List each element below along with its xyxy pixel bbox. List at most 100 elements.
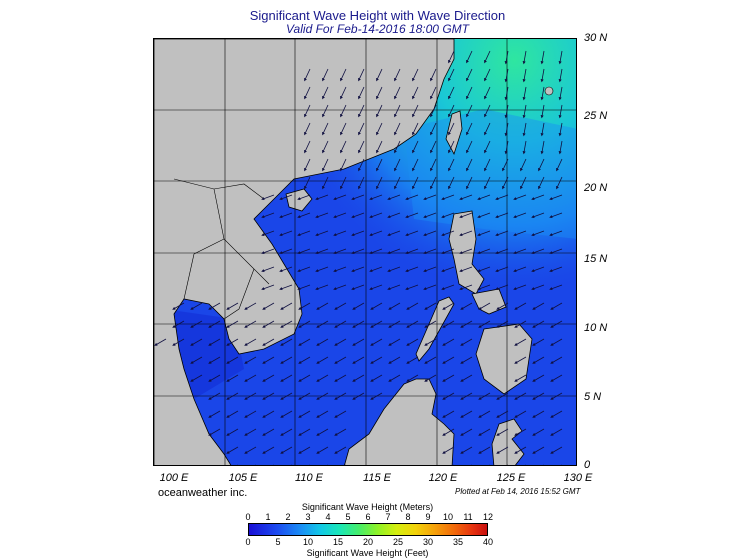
wave-direction-arrow bbox=[513, 284, 527, 291]
wave-direction-arrow bbox=[333, 230, 347, 237]
wave-direction-arrow bbox=[495, 266, 509, 273]
wave-direction-arrow bbox=[208, 392, 221, 400]
wave-direction-arrow bbox=[316, 374, 329, 382]
wave-direction-arrow bbox=[388, 374, 401, 382]
wave-direction-arrow bbox=[507, 464, 508, 465]
legend-meter-tick: 10 bbox=[442, 512, 454, 522]
wave-direction-arrow bbox=[340, 86, 347, 100]
wave-direction-arrow bbox=[532, 338, 545, 346]
wave-direction-arrow bbox=[394, 176, 401, 190]
wave-direction-arrow bbox=[540, 104, 545, 119]
wave-direction-arrow bbox=[358, 68, 365, 82]
wave-direction-arrow bbox=[442, 446, 455, 454]
wave-direction-arrow bbox=[388, 356, 401, 364]
wave-direction-arrow bbox=[370, 392, 383, 400]
wave-direction-arrow bbox=[514, 374, 527, 382]
wave-direction-arrow bbox=[333, 266, 347, 273]
wave-direction-arrow bbox=[334, 302, 347, 310]
wave-direction-arrow bbox=[262, 356, 275, 364]
wave-direction-arrow bbox=[442, 356, 455, 364]
wave-direction-arrow bbox=[513, 212, 527, 219]
wave-direction-arrow bbox=[351, 266, 365, 273]
wave-direction-arrow bbox=[394, 68, 401, 82]
wave-direction-arrow bbox=[460, 410, 473, 418]
wave-direction-arrow bbox=[442, 302, 455, 310]
wave-direction-arrow bbox=[424, 320, 437, 328]
wave-direction-arrow bbox=[405, 212, 419, 219]
wave-direction-arrow bbox=[352, 356, 365, 364]
wave-direction-arrow bbox=[334, 320, 347, 328]
wave-direction-arrow bbox=[273, 464, 274, 465]
wave-direction-arrow bbox=[522, 122, 527, 137]
wave-direction-arrow bbox=[358, 86, 365, 100]
map-subtitle: Valid For Feb-14-2016 18:00 GMT bbox=[286, 22, 469, 36]
legend-feet-tick: 15 bbox=[332, 537, 344, 547]
legend-feet-tick: 35 bbox=[452, 537, 464, 547]
legend-meter-tick: 11 bbox=[463, 512, 473, 522]
wave-direction-arrow bbox=[298, 302, 311, 310]
wave-direction-arrow bbox=[262, 320, 275, 328]
wave-direction-arrow bbox=[532, 356, 545, 364]
wave-direction-arrow bbox=[522, 140, 527, 155]
legend-meter-tick: 4 bbox=[325, 512, 331, 522]
wave-direction-arrow bbox=[262, 302, 275, 310]
wave-direction-arrow bbox=[495, 230, 509, 237]
wave-direction-arrow bbox=[477, 266, 491, 273]
wave-direction-arrow bbox=[370, 320, 383, 328]
wave-direction-arrow bbox=[514, 410, 527, 418]
wave-direction-arrow bbox=[540, 122, 545, 137]
x-tick-label: 130 E bbox=[563, 472, 593, 484]
wave-direction-arrow bbox=[460, 302, 473, 310]
wave-direction-arrow bbox=[423, 284, 437, 291]
wave-direction-arrow bbox=[532, 446, 545, 454]
wave-direction-arrow bbox=[255, 464, 256, 465]
wave-direction-arrow bbox=[244, 320, 257, 328]
wave-direction-arrow bbox=[412, 86, 419, 100]
legend-meter-tick: 0 bbox=[245, 512, 251, 522]
wave-direction-arrow bbox=[376, 176, 383, 190]
wave-direction-arrow bbox=[549, 194, 563, 201]
wave-direction-arrow bbox=[522, 86, 527, 101]
wave-direction-arrow bbox=[340, 140, 347, 154]
wave-direction-arrow bbox=[484, 140, 491, 154]
wave-direction-arrow bbox=[315, 266, 329, 273]
wave-direction-arrow bbox=[172, 338, 185, 346]
wave-direction-arrow bbox=[376, 140, 383, 154]
wave-direction-arrow bbox=[280, 320, 293, 328]
wave-direction-arrow bbox=[352, 320, 365, 328]
wave-direction-arrow bbox=[309, 464, 310, 465]
wave-direction-arrow bbox=[549, 284, 563, 291]
wave-direction-arrow bbox=[489, 464, 490, 465]
wave-direction-arrow bbox=[531, 212, 545, 219]
wave-direction-arrow bbox=[466, 176, 473, 190]
wave-direction-arrow bbox=[406, 356, 419, 364]
legend-meter-tick: 6 bbox=[365, 512, 371, 522]
wave-direction-arrow bbox=[304, 86, 311, 100]
wave-direction-arrow bbox=[549, 266, 563, 273]
wave-direction-arrow bbox=[291, 464, 292, 465]
wave-direction-arrow bbox=[514, 302, 527, 310]
wave-direction-arrow bbox=[262, 428, 275, 436]
country-borders bbox=[173, 178, 270, 320]
wave-direction-arrow bbox=[334, 338, 347, 346]
wave-direction-arrow bbox=[327, 464, 328, 465]
wave-direction-arrow bbox=[522, 68, 527, 83]
wave-direction-arrow bbox=[244, 356, 257, 364]
wave-direction-arrow bbox=[262, 410, 275, 418]
wave-direction-arrow bbox=[358, 176, 365, 190]
wave-direction-arrow bbox=[495, 212, 509, 219]
wave-direction-arrow bbox=[279, 284, 293, 291]
wave-direction-arrow bbox=[549, 230, 563, 237]
wave-direction-arrow bbox=[504, 122, 509, 137]
wave-direction-arrow bbox=[316, 446, 329, 454]
wave-direction-arrow bbox=[496, 392, 509, 400]
wave-direction-arrow bbox=[448, 104, 455, 118]
wave-direction-arrow bbox=[316, 392, 329, 400]
wave-direction-arrow bbox=[298, 410, 311, 418]
wave-direction-arrow bbox=[405, 194, 419, 201]
taiwan-island bbox=[445, 110, 463, 156]
wave-direction-arrow bbox=[558, 86, 563, 101]
wave-direction-arrow bbox=[550, 356, 563, 364]
wave-direction-arrow bbox=[334, 428, 347, 436]
wave-direction-arrow bbox=[460, 446, 473, 454]
